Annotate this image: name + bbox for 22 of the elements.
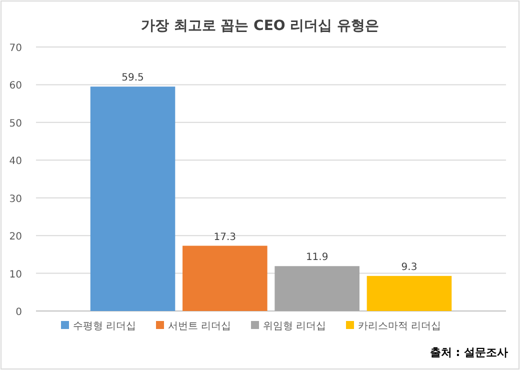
bar bbox=[274, 266, 360, 311]
chart-title: 가장 최고로 꼽는 CEO 리더십 유형은 bbox=[140, 18, 380, 34]
y-tick-label: 30 bbox=[9, 194, 22, 205]
bar bbox=[366, 276, 452, 311]
y-tick-label: 10 bbox=[9, 269, 22, 280]
legend-label: 카리스마적 리더십 bbox=[358, 321, 442, 332]
y-tick-label: 60 bbox=[9, 80, 22, 92]
bar bbox=[90, 86, 176, 311]
data-label: 59.5 bbox=[122, 72, 144, 84]
y-tick-label: 40 bbox=[9, 156, 22, 168]
bar bbox=[182, 246, 268, 311]
y-tick-label: 0 bbox=[16, 307, 22, 318]
source-note: 출처 : 설문조사 bbox=[430, 346, 508, 359]
legend-label: 위임형 리더십 bbox=[263, 321, 326, 332]
data-label: 11.9 bbox=[306, 252, 328, 264]
legend-label: 수평형 리더십 bbox=[73, 321, 136, 332]
y-tick-label: 50 bbox=[9, 118, 22, 130]
y-tick-label: 20 bbox=[9, 232, 22, 243]
data-label: 9.3 bbox=[401, 262, 418, 273]
y-tick-label: 70 bbox=[9, 43, 22, 54]
legend-label: 서번트 리더십 bbox=[168, 321, 232, 332]
data-label: 17.3 bbox=[214, 232, 236, 243]
